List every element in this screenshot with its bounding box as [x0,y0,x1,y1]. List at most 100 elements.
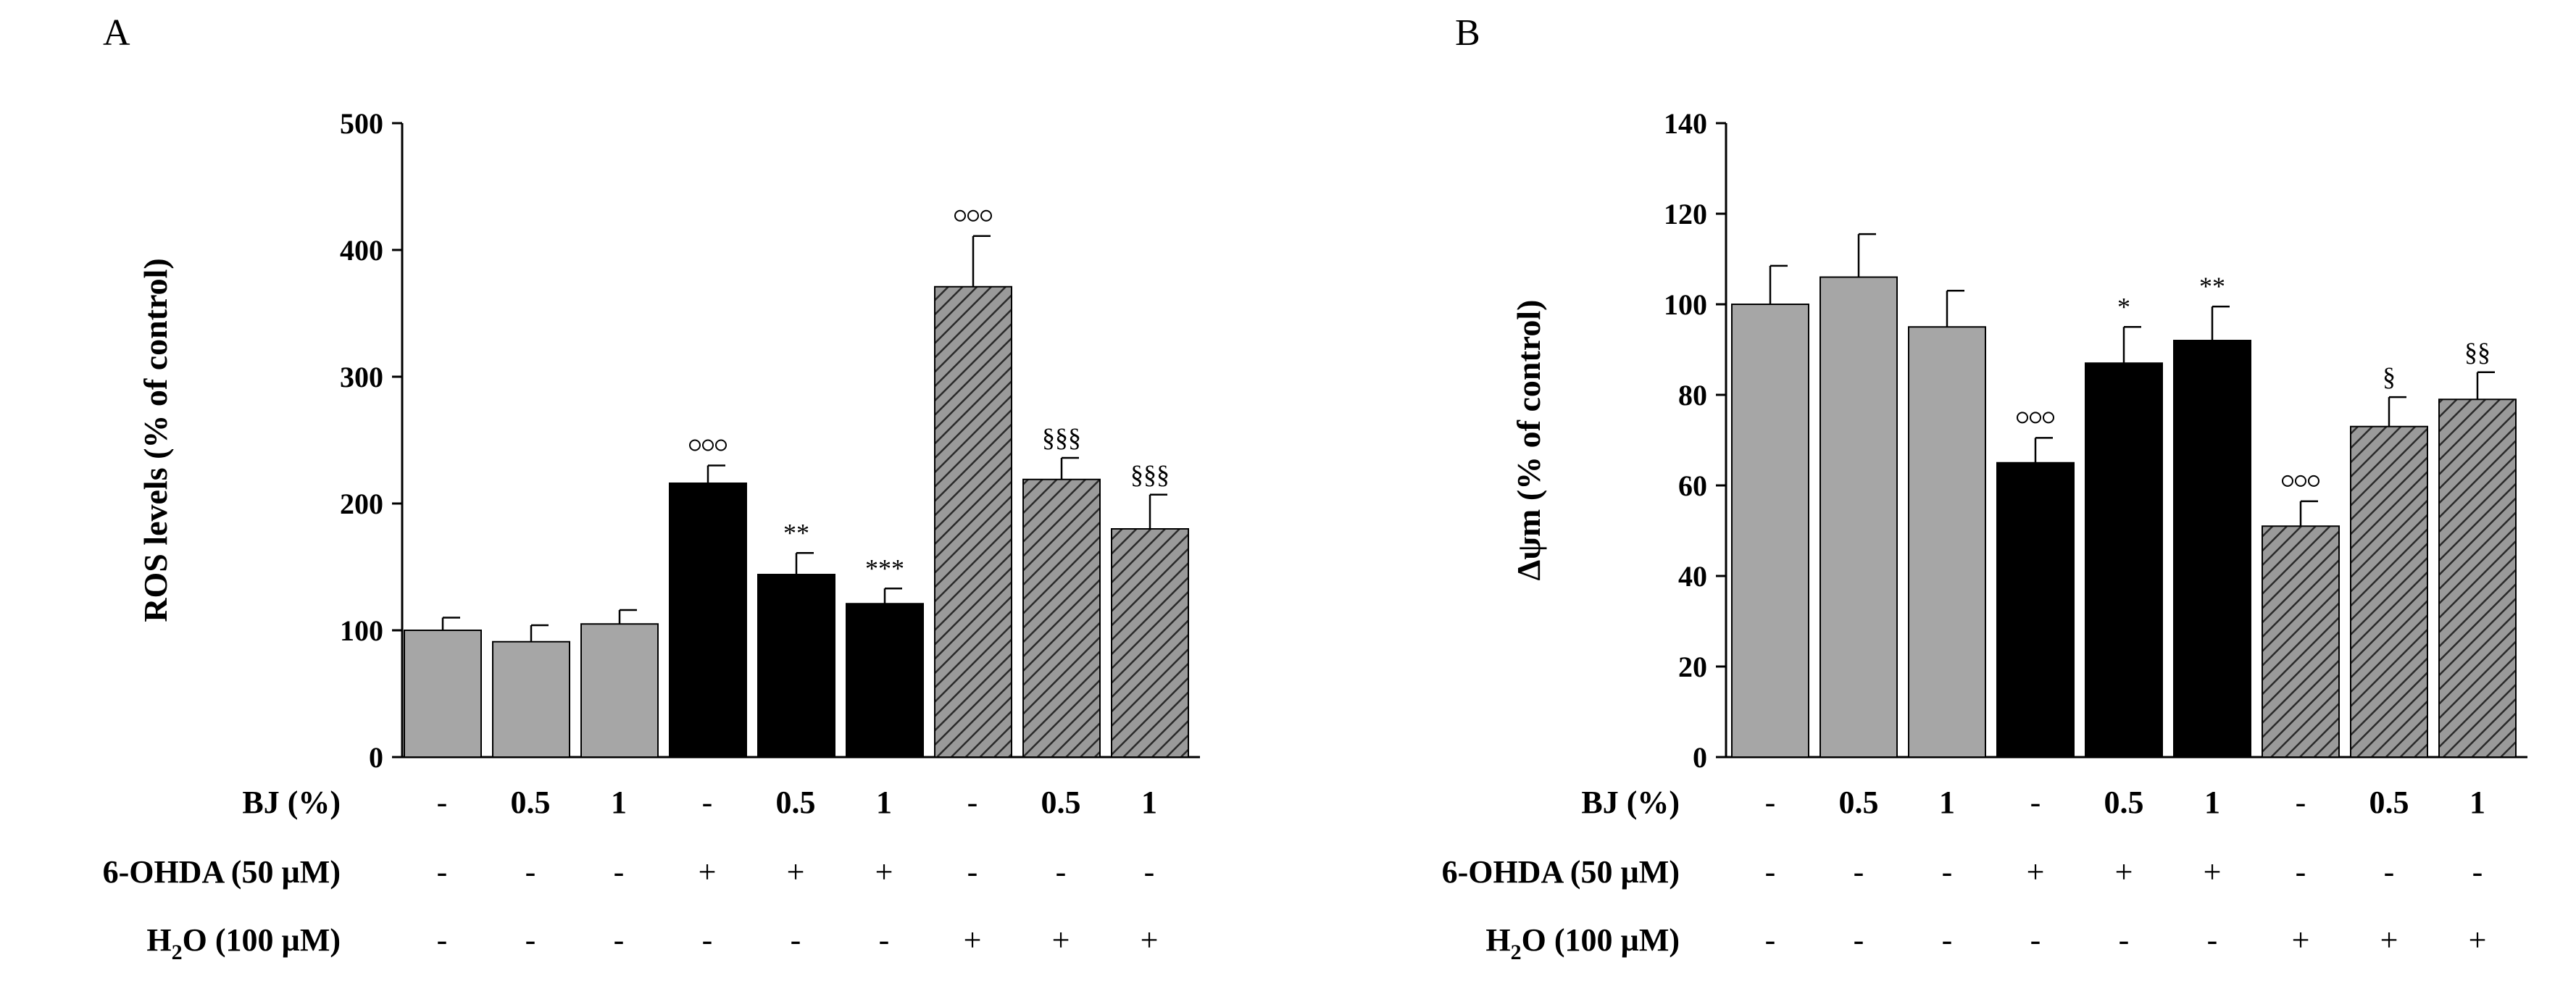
y-tick-label: 500 [340,107,383,140]
significance-label: ** [2199,272,2225,301]
bj-row-label: BJ (%) [1581,785,1680,820]
condition-value: - [1854,854,1864,890]
significance-circle [2282,475,2293,487]
bar [580,623,659,758]
bar [2438,398,2517,758]
significance-circle [689,439,701,451]
condition-value: 1 [876,785,892,820]
panel-letter: A [103,12,130,54]
condition-value: - [1765,854,1776,890]
condition-value: - [2030,785,2041,820]
significance-label: *** [865,554,904,582]
condition-value: - [1942,922,1953,958]
bar [492,640,570,758]
y-tick-label: 60 [1678,469,1707,502]
bar [2350,425,2428,758]
condition-value: - [1144,854,1155,890]
condition-value: + [2027,854,2045,890]
significance-circle [954,209,966,222]
bar [2085,362,2163,758]
y-tick-label: 80 [1678,379,1707,412]
condition-value: - [437,922,448,958]
condition-value: + [2115,854,2133,890]
condition-value: - [2296,854,2306,890]
significance-circle [715,439,727,451]
condition-value: - [1854,922,1864,958]
significance-label: § [2383,362,2396,391]
condition-value: - [2207,922,2218,958]
significance-label: ** [783,518,809,547]
condition-value: - [1765,922,1776,958]
bar [2262,525,2340,758]
condition-value: - [525,854,536,890]
y-tick-label: 300 [340,361,383,393]
significance-circles [689,439,727,451]
condition-value: + [2292,922,2310,958]
condition-value: - [791,922,801,958]
condition-value: - [702,785,713,820]
significance-label: * [2117,292,2130,321]
y-axis-label: ROS levels (% of control) [137,258,174,622]
condition-value: - [437,854,448,890]
y-tick-label: 200 [340,488,383,520]
condition-value: + [1141,922,1159,958]
h2o2-row-label: H2O (100 µM) [1485,922,1680,964]
significance-circles [954,209,992,222]
ohda-row-label: 6-OHDA (50 µM) [1442,854,1680,890]
ohda-row-label: 6-OHDA (50 µM) [103,854,341,890]
bar [1111,528,1189,758]
significance-circle [2030,412,2041,424]
condition-value: 1 [2469,785,2485,820]
bar [1022,478,1101,758]
condition-value: - [2472,854,2483,890]
condition-value: - [1765,785,1776,820]
condition-value: - [437,785,448,820]
condition-value: - [2296,785,2306,820]
y-tick-label: 400 [340,234,383,267]
condition-value: + [699,854,717,890]
condition-value: 1 [2204,785,2220,820]
condition-value: 0.5 [2104,785,2144,820]
panel-letter: B [1455,12,1480,54]
bar [669,483,747,758]
condition-value: + [1052,922,1070,958]
condition-value: 0.5 [776,785,816,820]
bar [1908,326,1986,758]
condition-value: - [1942,854,1953,890]
condition-value: 1 [1939,785,1955,820]
significance-circles [2017,412,2054,424]
y-tick-label: 0 [1693,741,1707,774]
condition-value: - [967,854,978,890]
y-tick-label: 100 [340,614,383,647]
h2o2-row-label: H2O (100 µM) [146,922,341,964]
significance-circles [2282,475,2319,487]
panel-a: A 0 100 200 300 400 500 ROS levels (% of contro… [103,12,1200,964]
y-tick-label: 20 [1678,651,1707,683]
bar [757,574,835,758]
condition-value: - [2030,922,2041,958]
condition-value: + [964,922,982,958]
condition-value: - [879,922,890,958]
condition-value: - [614,854,625,890]
condition-value: 0.5 [2369,785,2409,820]
condition-value: 1 [611,785,627,820]
bar [846,603,924,758]
bar [1820,276,1898,758]
condition-value: + [2204,854,2222,890]
condition-value: 1 [1141,785,1157,820]
significance-label: §§§ [1042,423,1081,452]
y-tick-label: 140 [1664,107,1707,140]
condition-value: - [967,785,978,820]
y-tick-label: 0 [369,741,383,774]
condition-value: - [614,922,625,958]
significance-circle [980,209,992,222]
bar [2173,340,2251,758]
condition-value: + [875,854,893,890]
condition-value: - [525,922,536,958]
bj-row-label: BJ (%) [242,785,341,820]
condition-value: + [2380,922,2398,958]
y-tick-label: 40 [1678,560,1707,593]
significance-circle [2308,475,2319,487]
